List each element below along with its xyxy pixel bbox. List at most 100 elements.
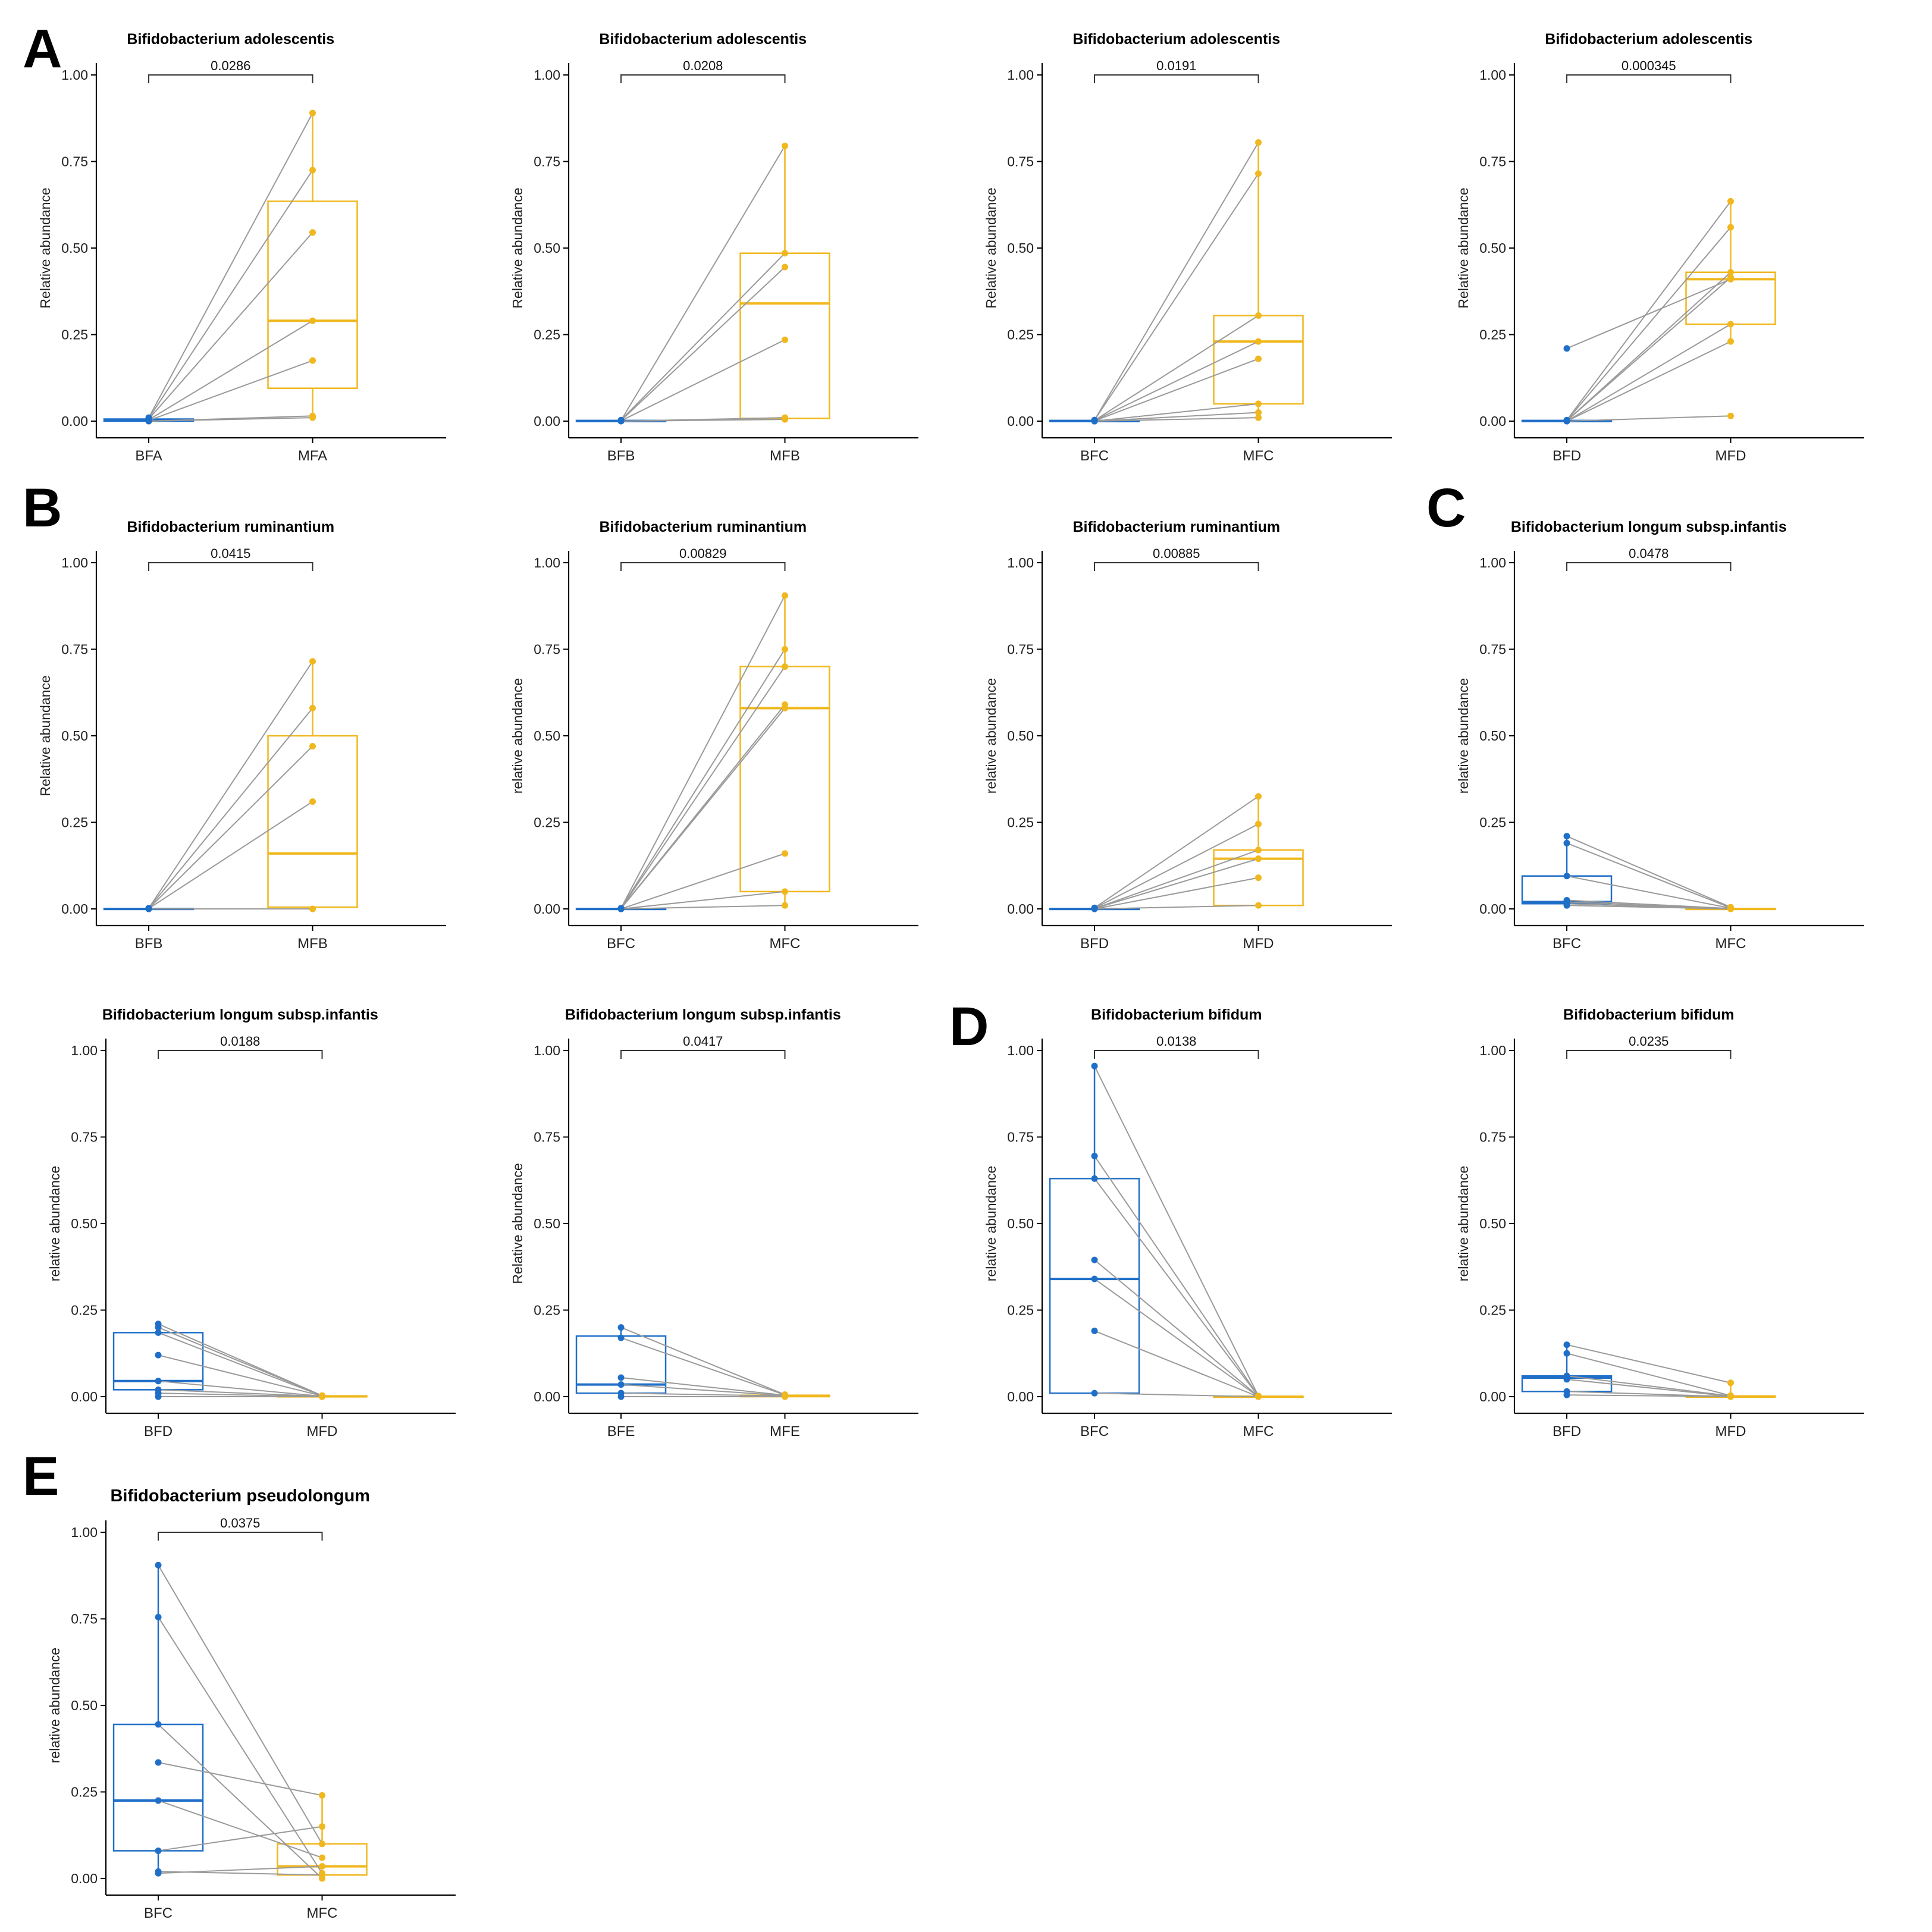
p-value-label: 0.0138	[1156, 1034, 1196, 1049]
chart-title: Bifidobacterium adolescentis	[599, 31, 807, 48]
box-iqr	[267, 200, 358, 389]
x-tick-label: BFD	[144, 1423, 172, 1439]
y-tick-label: 0.00	[1007, 1389, 1034, 1404]
data-point-after	[1255, 902, 1262, 909]
significance-bracket	[620, 74, 786, 83]
pair-line	[158, 1392, 322, 1397]
data-point-after	[782, 142, 789, 149]
y-axis-label: relative abundance	[1456, 1166, 1471, 1281]
data-point-after	[319, 1840, 326, 1848]
pair-line	[1566, 875, 1731, 909]
pair-line	[1567, 1391, 1731, 1397]
data-point-after	[1727, 412, 1735, 419]
chart-title: Bifidobacterium adolescentis	[1545, 31, 1752, 48]
data-point-after	[309, 109, 316, 117]
data-point-after	[309, 905, 316, 912]
data-point-after	[1727, 269, 1735, 276]
pair-line	[620, 1384, 785, 1397]
y-tick-label: 0.75	[534, 1130, 560, 1145]
y-tick-label: 0.00	[534, 413, 560, 429]
y-tick-label: 0.25	[1479, 1303, 1506, 1318]
data-point-before	[155, 1847, 162, 1854]
y-axis-label: relative abundance	[47, 1648, 62, 1763]
pair-line	[1566, 341, 1731, 422]
data-point-after	[309, 798, 316, 805]
x-tick-label: MFC	[1715, 936, 1746, 952]
pair-line	[1566, 324, 1732, 422]
pair-line	[148, 707, 313, 909]
chart-title: Bifidobacterium longum subsp.infantis	[1511, 519, 1787, 535]
data-point-before	[1091, 1175, 1098, 1182]
data-point-before	[617, 1381, 625, 1388]
y-tick-label: 0.75	[534, 154, 560, 170]
data-point-before	[145, 905, 152, 912]
y-tick-label: 0.00	[1479, 901, 1506, 917]
chart-title: Bifidobacterium pseudolongum	[110, 1486, 370, 1506]
y-tick-label: 0.25	[1479, 327, 1506, 343]
pair-line	[1094, 1178, 1259, 1397]
y-axis-label: Relative abundance	[510, 1163, 525, 1284]
chart-title: Bifidobacterium bifidum	[1091, 1006, 1262, 1023]
x-tick-label: BFC	[1552, 936, 1581, 952]
y-tick-label: 0.25	[61, 327, 88, 343]
pair-line	[620, 890, 785, 909]
p-value-label: 0.00829	[679, 546, 727, 561]
chart-1: Bifidobacterium adolescentis 0.00 0.25 0.50…	[37, 31, 446, 464]
y-tick-label: 0.25	[1007, 1303, 1034, 1318]
pair-line	[158, 1826, 322, 1852]
p-value-label: 0.00885	[1153, 546, 1200, 561]
data-point-after	[1727, 338, 1735, 345]
pair-line	[1094, 1155, 1259, 1397]
chart-8: Bifidobacterium longum subsp.infantis 0.0…	[1456, 519, 1864, 952]
x-tick-label: BFE	[607, 1423, 635, 1439]
data-point-after	[1255, 820, 1262, 827]
data-point-before	[155, 1386, 162, 1393]
data-point-after	[1727, 321, 1735, 328]
pair-line	[620, 266, 786, 421]
significance-bracket	[1566, 74, 1732, 83]
data-point-before	[155, 1797, 162, 1804]
y-tick-label: 0.25	[1007, 815, 1034, 830]
y-tick-label: 0.75	[1007, 642, 1034, 657]
y-tick-label: 0.50	[1479, 728, 1506, 744]
pair-line	[620, 648, 786, 909]
data-point-after	[309, 704, 316, 711]
pair-line	[149, 415, 313, 422]
significance-bracket	[148, 74, 313, 83]
data-point-before	[617, 1374, 625, 1381]
pair-line	[1094, 1259, 1259, 1397]
data-point-after	[782, 264, 789, 271]
y-tick-label: 1.00	[1007, 555, 1034, 570]
y-tick-label: 1.00	[61, 67, 88, 83]
y-tick-label: 0.50	[1479, 1216, 1506, 1231]
data-point-before	[155, 1759, 162, 1766]
pair-line	[620, 339, 785, 422]
data-point-before	[617, 905, 625, 912]
x-tick-label: BFD	[1080, 936, 1109, 952]
chart-title: Bifidobacterium ruminantium	[599, 519, 807, 535]
data-point-before	[1091, 904, 1098, 911]
data-point-after	[1727, 274, 1735, 281]
chart-title: Bifidobacterium adolescentis	[1072, 31, 1280, 48]
pair-line	[1094, 905, 1259, 909]
y-tick-label: 0.50	[71, 1216, 98, 1231]
y-tick-label: 0.75	[1479, 1130, 1506, 1145]
pair-line	[1094, 1065, 1259, 1397]
data-point-before	[617, 1324, 625, 1331]
pair-line	[158, 1762, 322, 1796]
pair-line	[158, 1389, 322, 1397]
pair-line	[158, 1724, 323, 1879]
pair-line	[1094, 142, 1259, 421]
y-tick-label: 0.25	[61, 815, 88, 830]
x-tick-label: BFB	[607, 448, 635, 464]
y-tick-label: 0.75	[1007, 1130, 1034, 1145]
y-tick-label: 0.75	[61, 154, 88, 170]
data-point-after	[782, 663, 789, 670]
significance-bracket	[620, 1050, 786, 1059]
pair-line	[1094, 341, 1259, 421]
data-point-before	[1563, 873, 1570, 880]
y-tick-label: 1.00	[71, 1043, 98, 1058]
y-tick-label: 0.50	[71, 1698, 98, 1713]
pair-line	[1566, 1375, 1731, 1397]
significance-bracket	[148, 562, 313, 571]
